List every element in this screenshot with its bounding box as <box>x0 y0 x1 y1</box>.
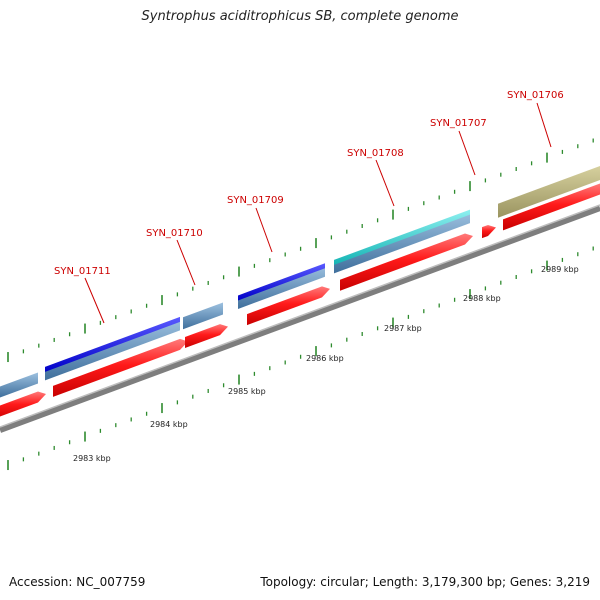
gene-bar-syn-01708-top <box>334 209 470 265</box>
gene-label-syn-01711: SYN_01711 <box>54 266 111 277</box>
gene-bar-syn-01709-top <box>238 263 325 301</box>
position-label-2989: 2989 kbp <box>541 265 579 274</box>
gene-labels: SYN_01711 SYN_01710 SYN_01709 SYN_01708 … <box>54 90 564 277</box>
position-label-2988: 2988 kbp <box>463 294 501 303</box>
outer-tick-marks <box>7 138 594 363</box>
gene-bar-a <box>0 372 38 398</box>
cds-arrow-syn-01710 <box>185 324 228 349</box>
cds-arrow-syn-01708 <box>340 233 473 291</box>
position-labels: 2983 kbp 2984 kbp 2985 kbp 2986 kbp 2987… <box>73 265 579 463</box>
length-value: 3,179,300 bp <box>421 575 502 589</box>
leader-syn-01708 <box>375 159 395 207</box>
accession-label: Accession: <box>9 575 73 589</box>
length-label: Length: <box>372 575 419 589</box>
backbone-track <box>0 204 600 433</box>
position-label-2985: 2985 kbp <box>228 387 266 396</box>
gene-label-syn-01710: SYN_01710 <box>146 228 203 239</box>
gene-bar-syn-01710 <box>183 302 223 330</box>
leader-syn-01706 <box>536 102 552 148</box>
position-label-2983: 2983 kbp <box>73 454 111 463</box>
cds-arrow-a <box>0 391 46 417</box>
gene-bar-syn-01706 <box>498 166 600 218</box>
genes-value: 3,219 <box>555 575 590 589</box>
cds-arrow-syn-01707 <box>482 224 496 239</box>
accession-value: NC_007759 <box>76 575 146 589</box>
leader-syn-01709 <box>255 207 273 253</box>
leader-syn-01711 <box>84 277 105 324</box>
backbone-highlight <box>0 204 600 428</box>
position-label-2986: 2986 kbp <box>306 354 344 363</box>
cds-arrow-syn-01709 <box>247 286 330 326</box>
genome-stats: Topology: circular; Length: 3,179,300 bp… <box>260 575 590 589</box>
inner-tick-marks <box>7 246 594 471</box>
genes-label: Genes: <box>509 575 552 589</box>
position-label-2984: 2984 kbp <box>150 420 188 429</box>
gene-label-syn-01706: SYN_01706 <box>507 90 564 101</box>
gene-label-syn-01707: SYN_01707 <box>430 118 487 129</box>
gene-label-syn-01708: SYN_01708 <box>347 148 404 159</box>
cds-track <box>0 183 600 417</box>
cds-arrow-syn-01711 <box>53 338 188 397</box>
backbone-line <box>0 205 600 433</box>
accession-info: Accession: NC_007759 <box>9 575 145 589</box>
map-title: Syntrophus aciditrophicus SB, complete g… <box>141 9 459 24</box>
leader-syn-01707 <box>458 130 476 176</box>
topology-label: Topology: <box>260 575 317 589</box>
gene-label-syn-01709: SYN_01709 <box>227 195 284 206</box>
leader-syn-01710 <box>176 239 196 286</box>
gene-track <box>0 166 600 398</box>
cds-arrow-syn-01706 <box>503 183 600 231</box>
gene-label-leaders <box>84 102 552 324</box>
position-label-2987: 2987 kbp <box>384 324 422 333</box>
topology-value: circular <box>320 575 365 589</box>
gene-bar-syn-01711-top <box>45 316 180 372</box>
